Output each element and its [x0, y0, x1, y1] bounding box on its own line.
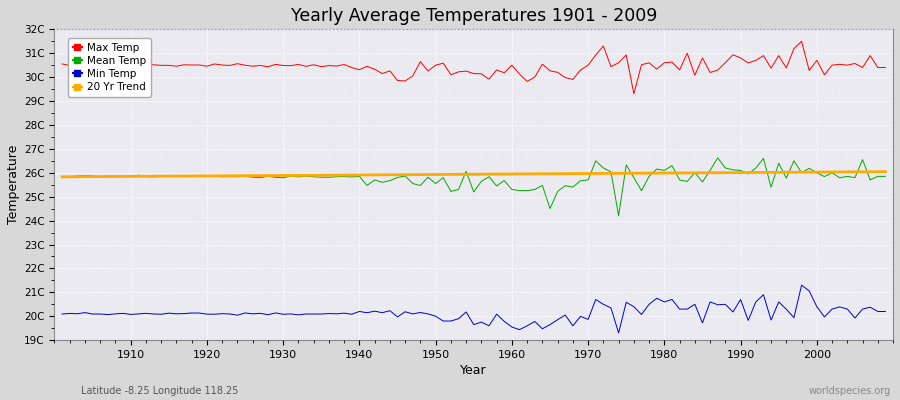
Title: Yearly Average Temperatures 1901 - 2009: Yearly Average Temperatures 1901 - 2009	[291, 7, 657, 25]
Legend: Max Temp, Mean Temp, Min Temp, 20 Yr Trend: Max Temp, Mean Temp, Min Temp, 20 Yr Tre…	[68, 38, 151, 97]
Text: worldspecies.org: worldspecies.org	[809, 386, 891, 396]
Text: Latitude -8.25 Longitude 118.25: Latitude -8.25 Longitude 118.25	[81, 386, 239, 396]
X-axis label: Year: Year	[461, 364, 487, 377]
Y-axis label: Temperature: Temperature	[7, 145, 20, 224]
